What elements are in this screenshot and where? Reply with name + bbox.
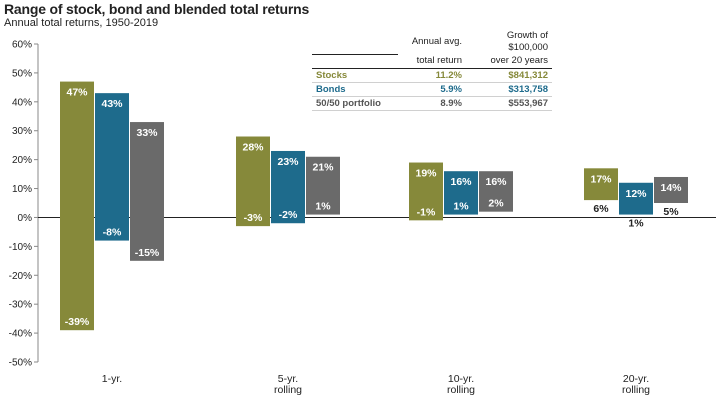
low-label-stocks: 6% [593,203,609,215]
high-label-stocks: 28% [242,142,264,154]
high-label-bonds: 43% [101,98,123,110]
y-tick-label: -40% [9,329,32,340]
legend-name-stocks: Stocks [312,68,398,83]
category-label: rolling [622,384,650,396]
y-tick-label: -20% [9,271,32,282]
y-tick-label: 20% [12,155,32,166]
y-tick-label: 10% [12,184,32,195]
legend-header-row: Annual avg. Growth of $100,000 [312,30,552,55]
range-bar-stocks [409,162,443,221]
category-label: 20-yr. [623,373,649,385]
low-label-stocks: -1% [417,206,436,218]
high-label-stocks: 47% [66,87,88,99]
range-bar-stocks [584,168,618,201]
legend-header-row-2: total return over 20 years [312,54,552,69]
y-tick-label: 60% [12,40,32,51]
chart-subtitle: Annual total returns, 1950-2019 [4,17,159,29]
y-tick-label: 40% [12,97,32,108]
category-label: rolling [274,384,302,396]
low-label-blend: 1% [315,201,331,213]
range-bar-bonds [619,182,653,215]
y-tick-label: -30% [9,300,32,311]
y-tick-label: 50% [12,68,32,79]
y-tick-label: 30% [12,126,32,137]
avg-header-line1: Annual avg. [411,36,462,47]
range-bar-blend [654,176,688,203]
range-bar-stocks [236,136,270,227]
avg-header: Annual avg. [398,30,466,54]
low-label-bonds: 1% [453,201,469,213]
legend-avg-stocks: 11.2% [398,68,466,83]
y-tick-label: -10% [9,242,32,253]
category-label: 10-yr. [448,373,474,385]
category-label: rolling [447,384,475,396]
low-label-blend: 2% [488,198,504,210]
high-label-blend: 33% [136,127,158,139]
legend-growth-stocks: $841,312 [466,68,552,83]
range-bar-bonds [444,171,478,215]
legend-growth-blend: $553,967 [466,96,552,111]
range-bar-blend [306,156,340,215]
range-bar-stocks [60,81,94,331]
growth-header-line2: over 20 years [466,54,552,69]
high-label-stocks: 19% [415,168,437,180]
low-label-bonds: 1% [628,218,644,230]
high-label-blend: 16% [485,176,507,188]
low-label-bonds: -2% [279,209,298,221]
high-label-stocks: 17% [590,173,612,185]
legend-table: Annual avg. Growth of $100,000 total ret… [312,30,552,111]
legend-row-blend: 50/50 portfolio 8.9% $553,967 [312,96,552,111]
range-bar-bonds [271,150,305,224]
high-label-bonds: 12% [625,188,647,200]
growth-header: Growth of $100,000 [466,30,552,54]
category-label: 1-yr. [102,373,122,385]
high-label-bonds: 16% [450,176,472,188]
legend-row-stocks: Stocks 11.2% $841,312 [312,68,552,83]
growth-header-line1: Growth of $100,000 [506,30,548,53]
legend-growth-bonds: $313,758 [466,82,552,97]
y-tick-label: 0% [18,213,33,224]
range-bar-blend [479,171,513,212]
y-tick-label: -50% [9,358,32,369]
low-label-stocks: -39% [65,316,90,328]
range-bar-blend [130,122,164,261]
high-label-blend: 21% [312,162,334,174]
chart-title: Range of stock, bond and blended total r… [4,1,310,17]
range-bar-bonds [95,93,129,241]
high-label-blend: 14% [660,182,682,194]
avg-header-line2: total return [398,54,466,69]
legend-name-blend: 50/50 portfolio [312,96,398,111]
legend-avg-bonds: 5.9% [398,82,466,97]
low-label-blend: -15% [135,247,160,259]
low-label-bonds: -8% [103,227,122,239]
legend-row-bonds: Bonds 5.9% $313,758 [312,82,552,97]
legend-avg-blend: 8.9% [398,96,466,111]
category-label: 5-yr. [278,373,298,385]
high-label-bonds: 23% [277,156,299,168]
low-label-stocks: -3% [244,212,263,224]
legend-name-bonds: Bonds [312,82,398,97]
low-label-blend: 5% [663,206,679,218]
